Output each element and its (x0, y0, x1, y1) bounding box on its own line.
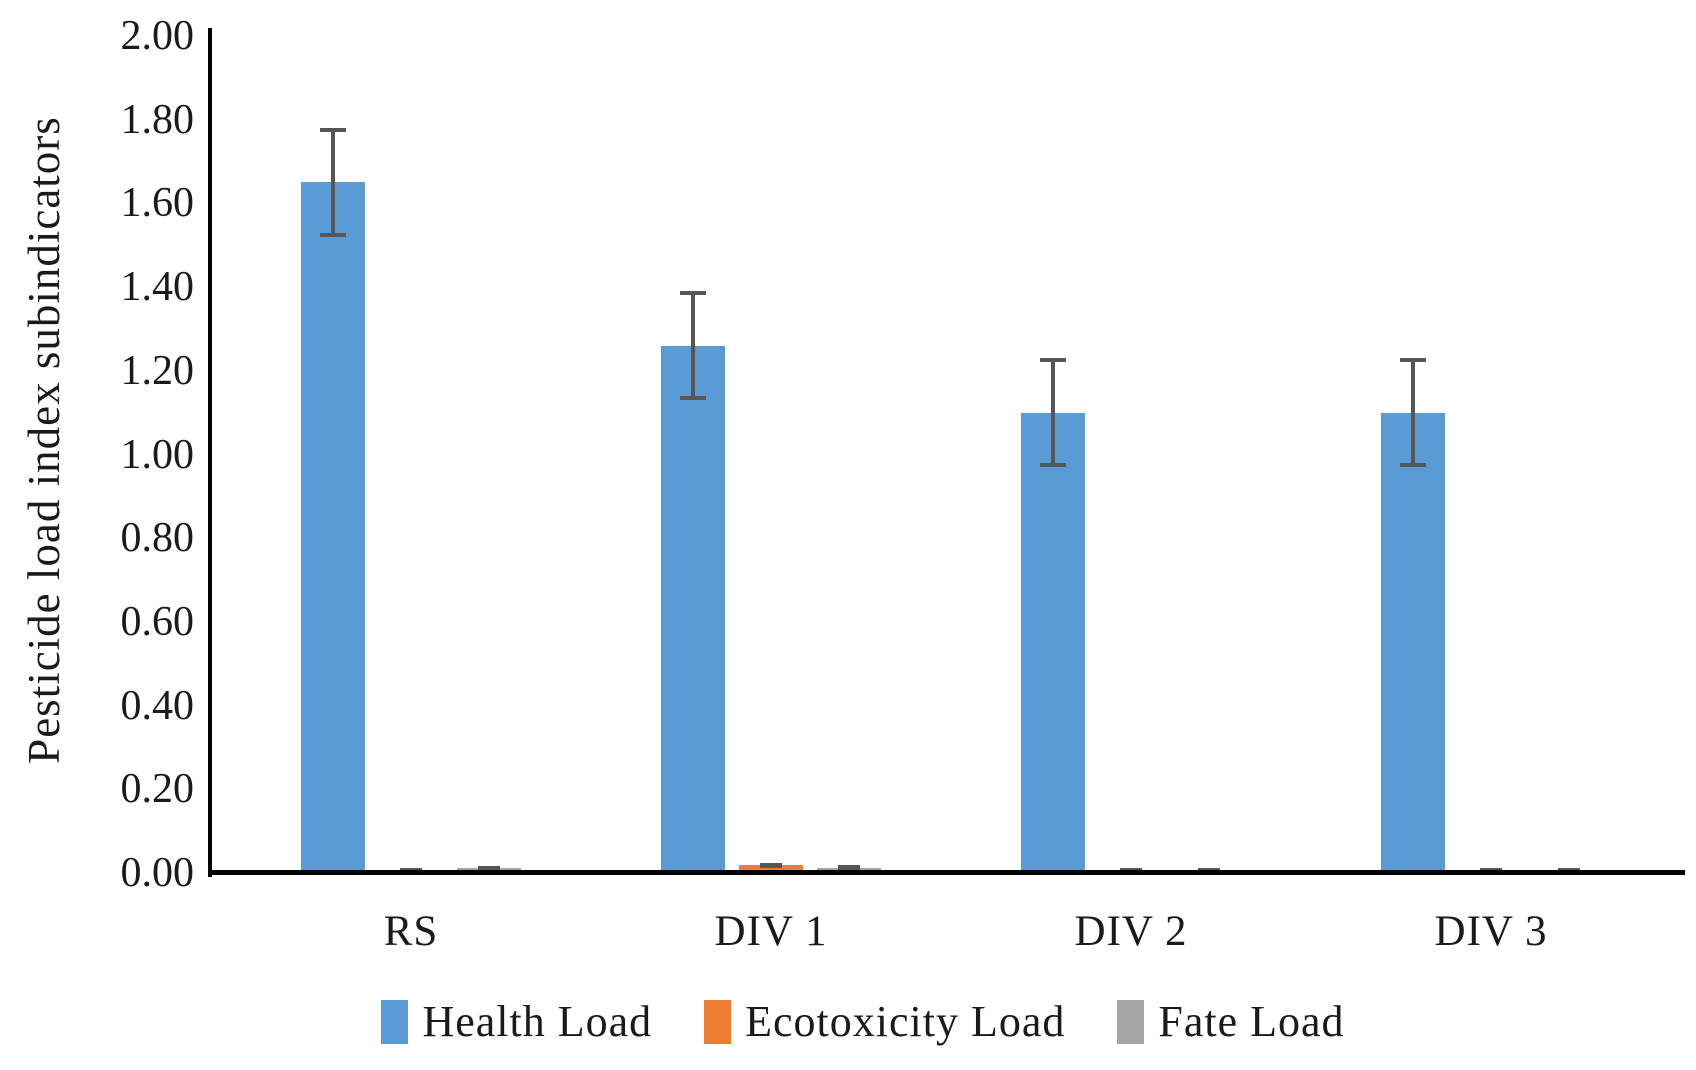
legend-item-health-load: Health Load (381, 996, 652, 1047)
legend-swatch-icon (704, 999, 732, 1044)
y-tick-label: 0.80 (120, 515, 195, 562)
error-bar-line (1411, 358, 1415, 468)
error-bar-cap (1400, 463, 1426, 468)
bar-health-load-div-1 (661, 346, 725, 873)
error-bar-cap (1040, 358, 1066, 363)
legend-item-fate-load: Fate Load (1117, 996, 1344, 1047)
x-label-div-2: DIV 2 (1074, 908, 1188, 955)
error-bar-cap (320, 232, 346, 237)
legend: Health Load Ecotoxicity Load Fate Load (0, 996, 1696, 1047)
y-tick-label: 1.80 (120, 96, 195, 143)
legend-label: Ecotoxicity Load (745, 997, 1066, 1046)
legend-item-ecotoxicity-load: Ecotoxicity Load (704, 996, 1065, 1047)
bar-health-load-rs (301, 182, 365, 873)
bar-ecotoxicity-load-div-1 (739, 865, 803, 873)
y-tick-label: 1.20 (120, 347, 195, 394)
y-tick-label: 1.40 (120, 264, 195, 311)
y-axis-line (208, 28, 212, 877)
y-tick-label: 0.60 (120, 598, 195, 645)
error-bar-line (691, 291, 695, 401)
y-tick-label: 0.00 (120, 850, 195, 896)
error-bar-cap (680, 396, 706, 401)
legend-label: Health Load (422, 997, 653, 1046)
y-tick-label: 2.00 (120, 13, 195, 59)
error-bar-line (1051, 358, 1055, 468)
y-tick-label: 1.60 (120, 180, 195, 227)
error-bar-cap (320, 128, 346, 133)
error-bar-line (331, 128, 335, 237)
error-bar-cap (760, 863, 782, 868)
legend-swatch-icon (1117, 999, 1145, 1044)
legend-label: Fate Load (1158, 997, 1345, 1046)
error-bar-cap (838, 866, 860, 871)
legend-swatch-icon (381, 999, 409, 1044)
error-bar-cap (680, 291, 706, 296)
plot-area (210, 36, 1685, 873)
bar-health-load-div-2 (1021, 413, 1085, 873)
bar-health-load-div-3 (1381, 413, 1445, 873)
y-tick-label: 0.20 (120, 766, 195, 813)
error-bar-cap (400, 867, 422, 872)
x-label-rs: RS (383, 908, 439, 955)
x-label-div-3: DIV 3 (1434, 908, 1548, 955)
x-label-div-1: DIV 1 (714, 908, 828, 955)
y-tick-label: 0.40 (120, 682, 195, 729)
error-bar-cap (1040, 463, 1066, 468)
error-bar-cap (1400, 358, 1426, 363)
y-tick-label: 1.00 (120, 431, 195, 478)
x-axis-line (208, 870, 1685, 875)
error-bar-cap (478, 866, 500, 871)
